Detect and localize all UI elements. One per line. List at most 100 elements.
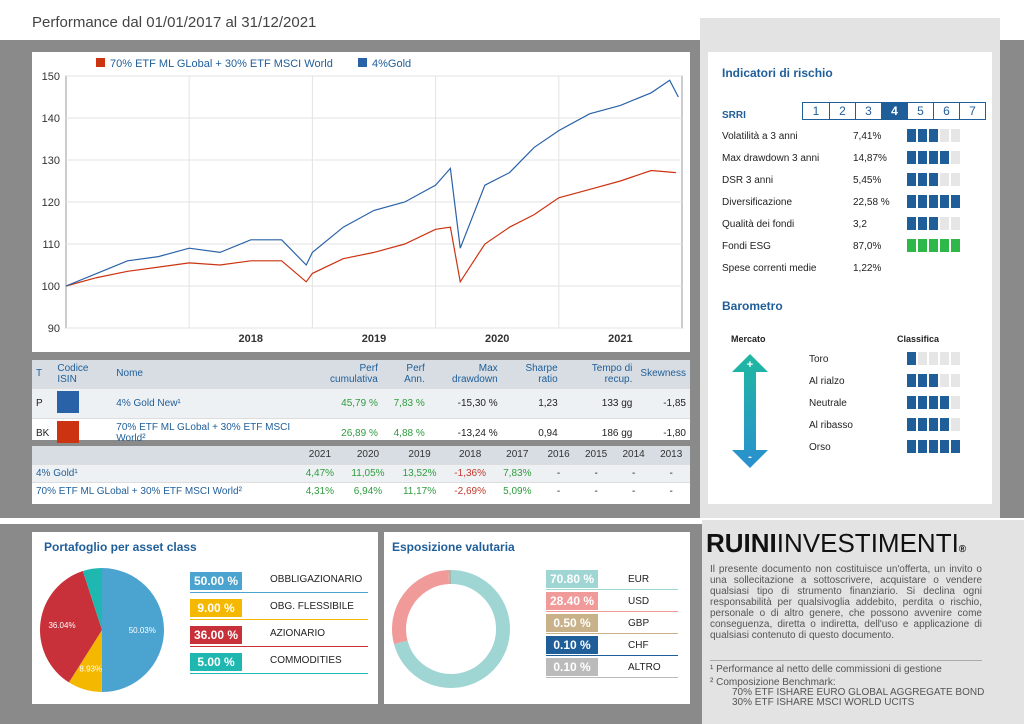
level-square [951, 129, 960, 142]
level-square [940, 195, 949, 208]
year-cell: - [539, 463, 578, 482]
note-2: ² Composizione Benchmark: [710, 677, 836, 688]
asset-pct: 36.00 % [190, 624, 242, 646]
level-square [929, 129, 938, 142]
level-square [951, 352, 960, 365]
risk-level [907, 129, 960, 147]
level-square [951, 396, 960, 409]
risk-label: Volatilità a 3 anni [722, 131, 798, 142]
pie-slice [39, 571, 102, 683]
year-cell: 7,83% [494, 463, 540, 482]
level-square [918, 195, 927, 208]
level-square [951, 239, 960, 252]
asset-pct: 9.00 % [190, 597, 242, 619]
risk-level [907, 217, 960, 235]
level-square [929, 440, 938, 453]
mercato-label: Mercato [731, 334, 766, 344]
level-square [907, 129, 916, 142]
year-cell: 6,94% [342, 481, 394, 500]
valuta-pct: 28.40 % [546, 592, 598, 610]
level-square [940, 151, 949, 164]
perf-header: Skewness [636, 360, 690, 388]
plus-sign: + [747, 359, 753, 371]
pie-slice [68, 630, 102, 692]
level-square [907, 440, 916, 453]
level-square [940, 352, 949, 365]
year-header: 2015 [577, 446, 615, 464]
type-cell: P [32, 387, 54, 418]
level-square [940, 374, 949, 387]
valuta-label: CHF [628, 640, 649, 651]
valuta-label: EUR [628, 574, 650, 585]
year-table: 2021 2020 2019 2018 2017 2016 2015 2014 2013 4% G… [32, 446, 690, 500]
year-row-name: 70% ETF ML GLobal + 30% ETF MSCI World² [32, 481, 298, 500]
legend-label: 4%Gold [372, 58, 411, 70]
logo-reg: ® [958, 544, 967, 555]
year-cell: - [614, 481, 653, 500]
perf-header: Perf cumulativa [307, 360, 382, 388]
valuta-pct: 70.80 % [546, 570, 598, 588]
note-1: ¹ Performance al netto delle commissioni… [710, 664, 942, 675]
perf-table-panel: T Codice ISIN Nome Perf cumulativa Perf Ann.… [32, 360, 690, 448]
risk-label: DSR 3 anni [722, 175, 774, 186]
level-square [951, 151, 960, 164]
perf-header: Max drawdown [428, 360, 502, 388]
perf-header: Nome [112, 360, 308, 388]
year-cell: - [652, 463, 690, 482]
donut-slice [393, 570, 510, 688]
level-square [918, 239, 927, 252]
year-header: 2020 [342, 446, 394, 464]
level-square [907, 173, 916, 186]
asset-label: OBG. FLESSIBILE [270, 601, 354, 612]
chart-panel: 90 100 110 120 130 140 150 2018 2019 2020 2021 70% … [32, 52, 690, 352]
level-square [907, 217, 916, 230]
year-cell: 13,52% [393, 463, 446, 482]
level-square [918, 129, 927, 142]
level-square [907, 374, 916, 387]
level-square [929, 173, 938, 186]
y-tick-label: 100 [42, 281, 60, 293]
type-cell: BK [32, 417, 54, 448]
table-row: 4% Gold¹ 4,47% 11,05% 13,52% -1,36% 7,83% - - - - [32, 463, 690, 482]
level-square [918, 440, 927, 453]
year-header: 2019 [393, 446, 446, 464]
asset-label: AZIONARIO [270, 628, 326, 639]
year-cell: 4,31% [297, 481, 343, 500]
barometer-label: Al rialzo [809, 376, 845, 387]
level-square [951, 374, 960, 387]
srri-cell: 1 [803, 103, 829, 119]
y-tick-label: 140 [42, 113, 60, 125]
pie-slice [82, 568, 102, 630]
minus-sign: - [748, 451, 752, 463]
legend-label: 70% ETF ML GLobal + 30% ETF MSCI World [110, 58, 333, 70]
perf-header: Sharpe ratio [501, 360, 562, 388]
table-row: 70% ETF ML GLobal + 30% ETF MSCI World² 4… [32, 481, 690, 500]
level-square [940, 440, 949, 453]
level-square [907, 396, 916, 409]
note-4: 30% ETF ISHARE MSCI WORLD UCITS [732, 697, 915, 708]
level-square [918, 396, 927, 409]
series-line [65, 169, 676, 287]
valuta-label: USD [628, 596, 650, 607]
y-tick-label: 110 [42, 239, 60, 251]
perf-table: T Codice ISIN Nome Perf cumulativa Perf Ann.… [32, 360, 690, 448]
year-cell: - [577, 481, 615, 500]
pie-label: 50.03% [129, 626, 156, 635]
year-cell: 11,17% [393, 481, 446, 500]
year-cell: - [652, 481, 690, 500]
risk-title: Indicatori di rischio [722, 66, 833, 80]
level-square [918, 173, 927, 186]
valuta-pct: 0.50 % [546, 614, 598, 632]
barometer-arrow-icon: + - [732, 354, 768, 468]
asset-label: COMMODITIES [270, 655, 342, 666]
valuta-panel: Esposizione valutaria 70.80 % EUR 28.40 % U… [384, 532, 690, 704]
classifica-label: Classifica [897, 334, 940, 344]
srri-cell: 4 [881, 103, 907, 119]
name-cell: 70% ETF ML GLobal + 30% ETF MSCI World² [112, 417, 308, 448]
level-square [951, 440, 960, 453]
risk-value: 3,2 [853, 219, 867, 230]
level-square [940, 396, 949, 409]
valuta-title: Esposizione valutaria [392, 540, 515, 554]
risk-value: 14,87% [853, 153, 887, 164]
srri-cell: 5 [907, 103, 933, 119]
